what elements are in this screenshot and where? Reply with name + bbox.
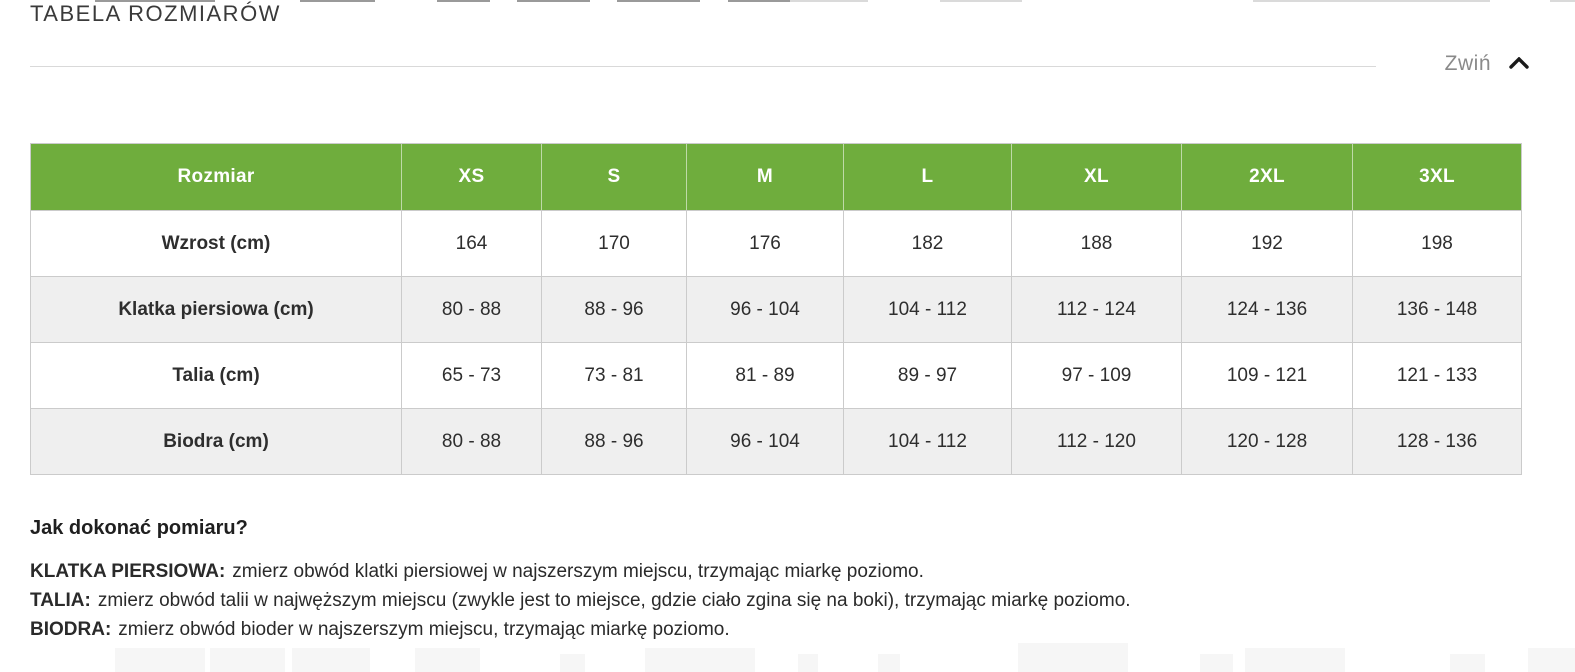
cropped-content-fragment	[415, 648, 480, 672]
cropped-content-fragment	[645, 648, 755, 672]
measurement-guide: Jak dokonać pomiaru? KLATKA PIERSIOWA: zm…	[30, 517, 1480, 644]
guide-line-waist: TALIA: zmierz obwód talii w najwęższym mi…	[30, 586, 1480, 615]
size-value-cell: 198	[1352, 210, 1521, 276]
size-value-cell: 136 - 148	[1352, 276, 1521, 342]
row-label: Wzrost (cm)	[31, 210, 401, 276]
table-row: Wzrost (cm) 164 170 176 182 188 192 198	[31, 210, 1521, 276]
size-value-cell: 80 - 88	[401, 276, 541, 342]
size-value-cell: 73 - 81	[541, 342, 686, 408]
cropped-content-fragment	[1018, 643, 1128, 672]
column-header-rozmiar: Rozmiar	[31, 144, 401, 210]
cropped-content-fragment	[300, 0, 375, 2]
cropped-content-fragment	[115, 648, 205, 672]
size-value-cell: 176	[686, 210, 843, 276]
size-value-cell: 81 - 89	[686, 342, 843, 408]
section-divider	[30, 66, 1376, 67]
size-value-cell: 65 - 73	[401, 342, 541, 408]
cropped-content-fragment	[1200, 654, 1233, 672]
size-value-cell: 88 - 96	[541, 408, 686, 474]
size-value-cell: 80 - 88	[401, 408, 541, 474]
collapse-label: Zwiń	[1444, 52, 1491, 75]
cropped-content-fragment	[1528, 648, 1575, 672]
column-header-3xl: 3XL	[1352, 144, 1521, 210]
size-value-cell: 88 - 96	[541, 276, 686, 342]
cropped-content-fragment	[798, 654, 818, 672]
size-value-cell: 97 - 109	[1011, 342, 1181, 408]
cropped-content-fragment	[878, 654, 900, 672]
row-label: Klatka piersiowa (cm)	[31, 276, 401, 342]
cropped-content-fragment	[1253, 0, 1490, 2]
row-label: Talia (cm)	[31, 342, 401, 408]
guide-text: zmierz obwód klatki piersiowej w najszer…	[232, 561, 924, 582]
cropped-content-fragment	[1245, 648, 1345, 672]
cropped-content-fragment	[790, 0, 868, 2]
size-value-cell: 124 - 136	[1181, 276, 1352, 342]
guide-label: KLATKA PIERSIOWA:	[30, 561, 226, 582]
column-header-s: S	[541, 144, 686, 210]
size-value-cell: 112 - 120	[1011, 408, 1181, 474]
cropped-content-fragment	[292, 648, 370, 672]
cropped-content-fragment	[617, 0, 700, 2]
chevron-up-icon	[1509, 56, 1529, 72]
cropped-content-fragment	[210, 648, 285, 672]
cropped-content-fragment	[1550, 0, 1575, 2]
guide-heading: Jak dokonać pomiaru?	[30, 517, 248, 539]
size-value-cell: 96 - 104	[686, 276, 843, 342]
size-table-container: Rozmiar XS S M L XL 2XL 3XL Wzrost (cm) 164 170 17…	[30, 143, 1522, 475]
guide-text: zmierz obwód bioder w najszerszym miejsc…	[118, 619, 730, 640]
cropped-content-fragment	[560, 654, 585, 672]
size-value-cell: 89 - 97	[843, 342, 1011, 408]
size-value-cell: 120 - 128	[1181, 408, 1352, 474]
size-value-cell: 104 - 112	[843, 408, 1011, 474]
column-header-xs: XS	[401, 144, 541, 210]
cropped-content-fragment	[940, 0, 1022, 2]
cropped-content-fragment	[517, 0, 590, 2]
size-table: Rozmiar XS S M L XL 2XL 3XL Wzrost (cm) 164 170 17…	[30, 143, 1522, 475]
size-value-cell: 192	[1181, 210, 1352, 276]
guide-text: zmierz obwód talii w najwęższym miejscu …	[97, 590, 1131, 611]
size-value-cell: 96 - 104	[686, 408, 843, 474]
size-value-cell: 164	[401, 210, 541, 276]
size-table-body: Wzrost (cm) 164 170 176 182 188 192 198 Klatka p…	[31, 210, 1521, 474]
size-value-cell: 128 - 136	[1352, 408, 1521, 474]
table-row: Klatka piersiowa (cm) 80 - 88 88 - 96 96 - …	[31, 276, 1521, 342]
size-table-header-row: Rozmiar XS S M L XL 2XL 3XL	[31, 144, 1521, 210]
size-value-cell: 112 - 124	[1011, 276, 1181, 342]
size-value-cell: 104 - 112	[843, 276, 1011, 342]
cropped-content-fragment	[437, 0, 490, 2]
guide-label: BIODRA:	[30, 619, 112, 640]
guide-line-chest: KLATKA PIERSIOWA: zmierz obwód klatki pie…	[30, 557, 1480, 586]
row-label: Biodra (cm)	[31, 408, 401, 474]
size-value-cell: 182	[843, 210, 1011, 276]
column-header-xl: XL	[1011, 144, 1181, 210]
column-header-m: M	[686, 144, 843, 210]
table-row: Talia (cm) 65 - 73 73 - 81 81 - 89 89 - 97 97…	[31, 342, 1521, 408]
column-header-2xl: 2XL	[1181, 144, 1352, 210]
size-value-cell: 170	[541, 210, 686, 276]
column-header-l: L	[843, 144, 1011, 210]
size-value-cell: 109 - 121	[1181, 342, 1352, 408]
cropped-content-fragment	[728, 0, 790, 2]
cropped-content-fragment	[95, 0, 215, 2]
size-value-cell: 121 - 133	[1352, 342, 1521, 408]
section-title: TABELA ROZMIARÓW	[30, 1, 281, 26]
guide-label: TALIA:	[30, 590, 91, 611]
cropped-content-fragment	[1450, 654, 1485, 672]
guide-line-hips: BIODRA: zmierz obwód bioder w najszerszym…	[30, 615, 1480, 644]
collapse-toggle[interactable]: Zwiń	[1445, 52, 1529, 76]
table-row: Biodra (cm) 80 - 88 88 - 96 96 - 104 104 - 1…	[31, 408, 1521, 474]
size-value-cell: 188	[1011, 210, 1181, 276]
